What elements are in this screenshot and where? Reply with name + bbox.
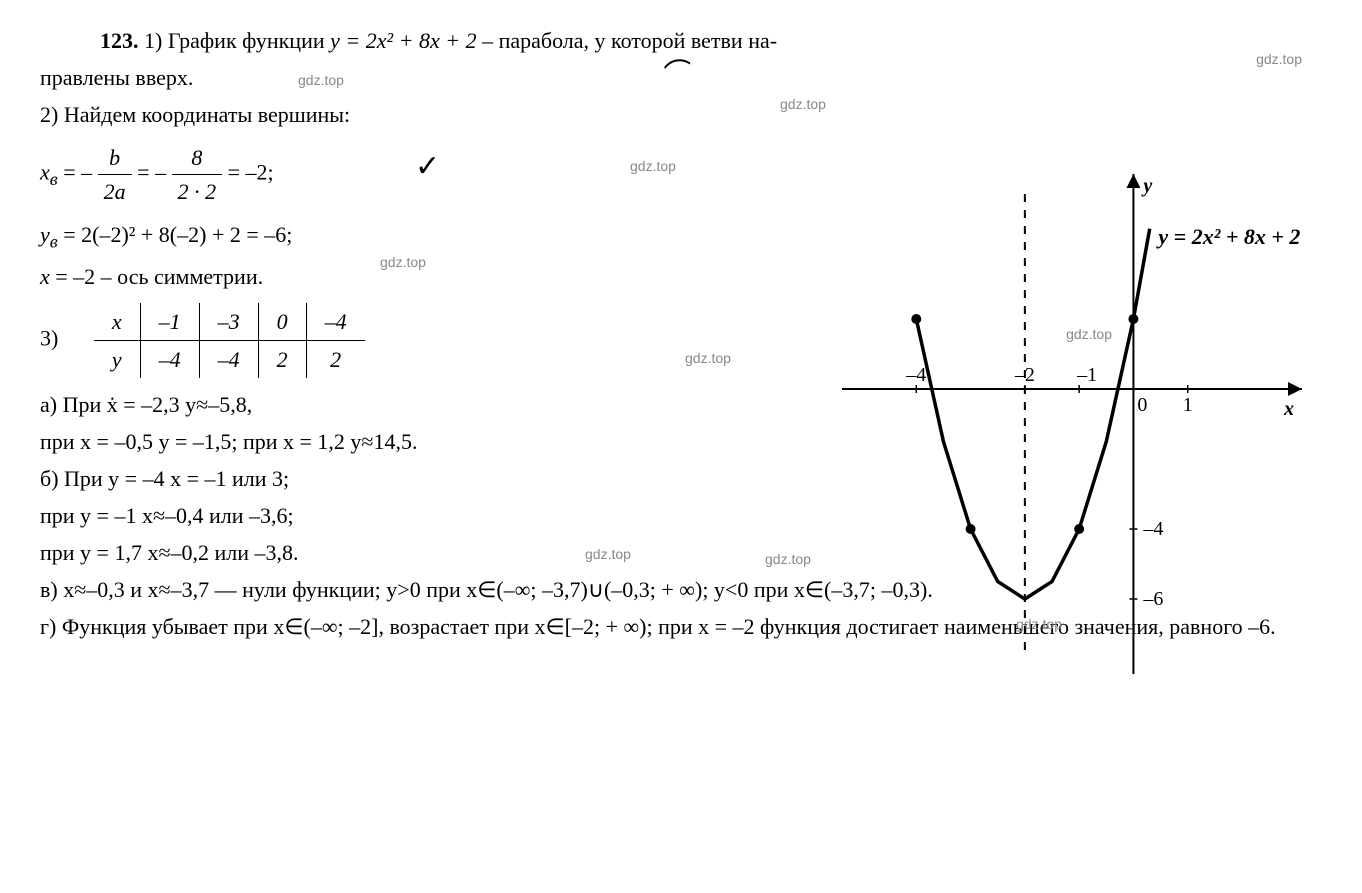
cell: 2 bbox=[258, 340, 306, 378]
cell: 0 bbox=[258, 303, 306, 341]
numerator: b bbox=[98, 141, 132, 175]
part-b-3: при y = 1,7 x≈–0,2 или –3,8. bbox=[40, 536, 770, 569]
text: 1) График функции bbox=[144, 28, 330, 53]
svg-text:–4: –4 bbox=[1142, 518, 1163, 540]
cell: y bbox=[94, 340, 140, 378]
text: при y = 1,7 x≈–0,2 или –3,8. bbox=[40, 540, 299, 565]
line-1: 123. 1) График функции y = 2x² + 8x + 2 … bbox=[40, 24, 1322, 57]
cell: –4 bbox=[306, 303, 365, 341]
cell: 2 bbox=[306, 340, 365, 378]
text: x bbox=[40, 264, 50, 289]
text: б) При y = –4 x = –1 или 3; bbox=[40, 466, 289, 491]
svg-text:x: x bbox=[1283, 398, 1294, 420]
text: в) x≈–0,3 и x≈–3,7 — нули функции; y>0 п… bbox=[40, 577, 933, 602]
xy-table: x –1 –3 0 –4 y –4 –4 2 2 bbox=[94, 303, 365, 378]
cell: –1 bbox=[140, 303, 199, 341]
svg-text:–6: –6 bbox=[1142, 588, 1163, 610]
axis-line: x = –2 – ось симметрии. bbox=[40, 260, 770, 293]
numerator: 8 bbox=[172, 141, 223, 175]
text: при y = –1 x≈–0,4 или –3,6; bbox=[40, 503, 294, 528]
svg-text:–4: –4 bbox=[905, 364, 926, 386]
part-b-1: б) При y = –4 x = –1 или 3; bbox=[40, 462, 770, 495]
sub: в bbox=[50, 169, 58, 189]
text: при x = –0,5 y = –1,5; при x = 1,2 y≈14,… bbox=[40, 429, 418, 454]
parabola-chart: –4 –2 –1 0 1 –4 –6 y x y = 2x² + 8x + 2 bbox=[842, 174, 1302, 674]
solution-content: gdz.top gdz.top gdz.top gdz.top gdz.top … bbox=[40, 24, 1322, 643]
cell: –4 bbox=[140, 340, 199, 378]
table-row: x –1 –3 0 –4 bbox=[94, 303, 365, 341]
vertex-y-line: yв = 2(–2)² + 8(–2) + 2 = –6; bbox=[40, 218, 770, 256]
eq: = 2(–2)² + 8(–2) + 2 = –6; bbox=[58, 222, 293, 247]
stray-mark: ✓ bbox=[415, 144, 440, 189]
var: x bbox=[40, 160, 50, 185]
svg-text:y: y bbox=[1141, 175, 1152, 197]
denominator: 2 · 2 bbox=[172, 175, 223, 208]
svg-text:1: 1 bbox=[1183, 394, 1193, 416]
sub: в bbox=[50, 231, 58, 251]
text: а) При ẋ = –2,3 y≈–5,8, bbox=[40, 392, 252, 417]
cell: –3 bbox=[199, 303, 258, 341]
text: 2) Найдем координаты вершины: bbox=[40, 102, 350, 127]
text: – парабола, у которой ветви на- bbox=[477, 28, 778, 53]
eq: = bbox=[58, 160, 81, 185]
chart-svg: –4 –2 –1 0 1 –4 –6 y x y = 2x² + 8x + 2 bbox=[842, 174, 1302, 674]
equation: y = 2x² + 8x + 2 bbox=[330, 28, 476, 53]
part-a-1: а) При ẋ = –2,3 y≈–5,8, bbox=[40, 388, 770, 421]
cell: x bbox=[94, 303, 140, 341]
part-b-2: при y = –1 x≈–0,4 или –3,6; bbox=[40, 499, 770, 532]
svg-text:y = 2x² + 8x + 2: y = 2x² + 8x + 2 bbox=[1155, 224, 1300, 249]
svg-text:0: 0 bbox=[1137, 394, 1147, 416]
fraction: b2a bbox=[98, 141, 132, 208]
svg-text:–2: –2 bbox=[1014, 364, 1035, 386]
svg-text:–1: –1 bbox=[1076, 364, 1097, 386]
result: = –2; bbox=[222, 160, 274, 185]
problem-number: 123. bbox=[100, 28, 139, 53]
table-line: 3) x –1 –3 0 –4 y –4 –4 2 2 bbox=[40, 303, 770, 378]
table-row: y –4 –4 2 2 bbox=[94, 340, 365, 378]
text: правлены вверх. bbox=[40, 65, 193, 90]
line-2: 2) Найдем координаты вершины: bbox=[40, 98, 1322, 131]
cell: –4 bbox=[199, 340, 258, 378]
fraction: 82 · 2 bbox=[172, 141, 223, 208]
table-label: 3) bbox=[40, 325, 58, 350]
denominator: 2a bbox=[98, 175, 132, 208]
stray-mark: ⌒ bbox=[662, 52, 697, 98]
var: y bbox=[40, 222, 50, 247]
part-a-2: при x = –0,5 y = –1,5; при x = 1,2 y≈14,… bbox=[40, 425, 770, 458]
watermark: gdz.top bbox=[765, 549, 811, 570]
